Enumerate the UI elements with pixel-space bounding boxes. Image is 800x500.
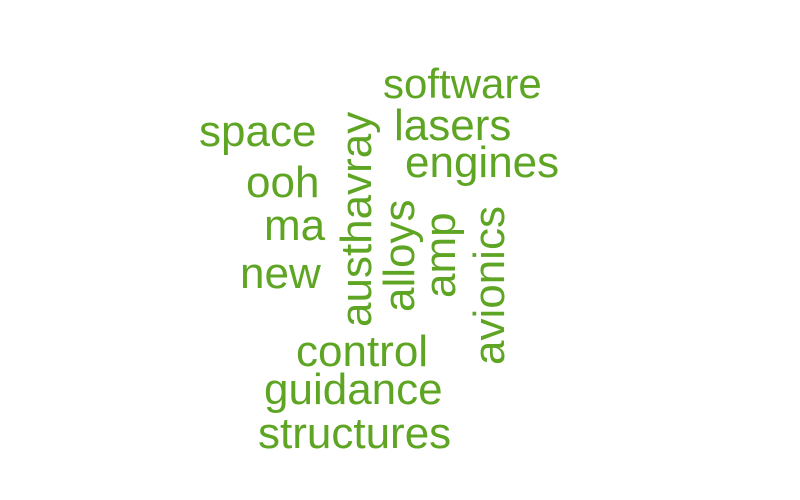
word-software: software xyxy=(383,60,542,107)
word-engines: engines xyxy=(405,138,560,187)
word-avionics: avionics xyxy=(465,206,514,365)
word-ma: ma xyxy=(264,201,326,250)
word-structures: structures xyxy=(258,409,452,458)
word-austhavray: austhavray xyxy=(332,111,381,327)
word-new: new xyxy=(240,249,321,298)
word-lasers: lasers xyxy=(394,101,512,150)
word-amp: amp xyxy=(416,212,465,298)
word-control: control xyxy=(296,327,429,376)
word-guidance: guidance xyxy=(264,365,443,414)
word-ooh: ooh xyxy=(246,158,320,207)
word-space: space xyxy=(199,107,317,156)
